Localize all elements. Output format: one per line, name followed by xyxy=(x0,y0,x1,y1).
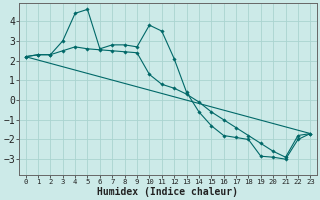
X-axis label: Humidex (Indice chaleur): Humidex (Indice chaleur) xyxy=(98,186,238,197)
